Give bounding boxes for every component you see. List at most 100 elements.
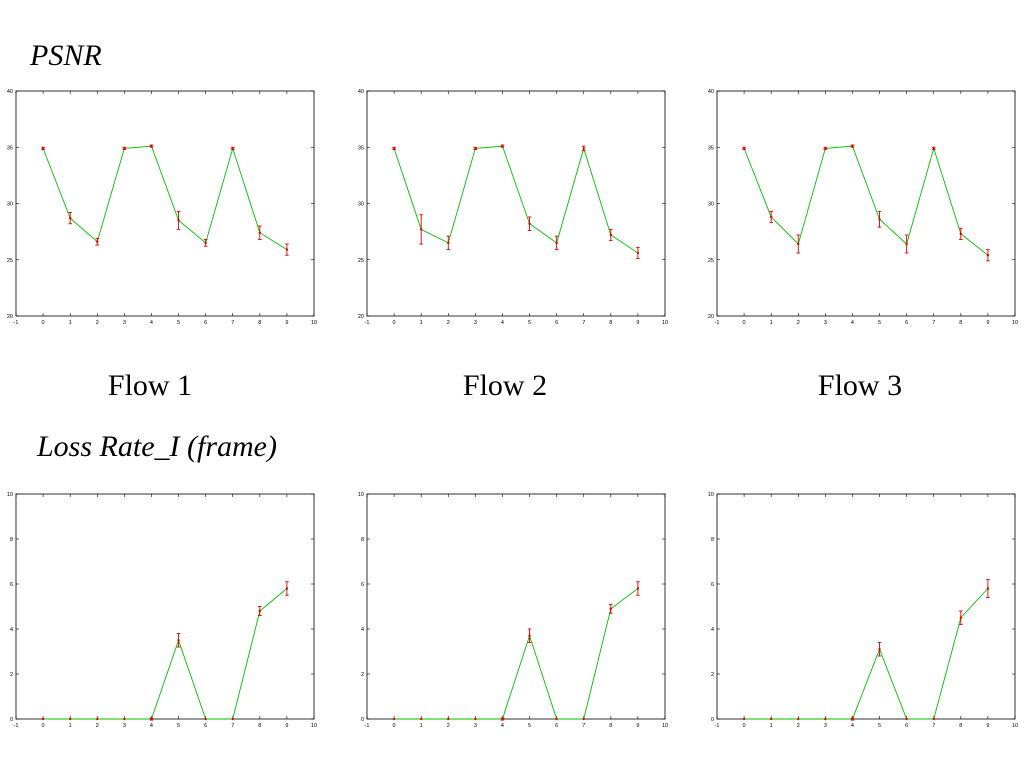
x-tick-label: 5: [177, 320, 180, 326]
data-point: [474, 717, 477, 721]
x-tick-label: 7: [582, 723, 585, 729]
y-tick-label: 35: [358, 145, 364, 151]
plot-frame: [366, 493, 666, 720]
data-point: [555, 241, 558, 245]
data-point: [959, 232, 963, 236]
x-tick-label: 3: [123, 723, 126, 729]
x-tick-label: 1: [420, 723, 423, 729]
series-line: [43, 588, 288, 720]
y-tick-label: 30: [7, 202, 13, 208]
data-point: [68, 717, 72, 721]
x-tick-label: 8: [959, 320, 962, 326]
x-tick-label: 0: [393, 320, 396, 326]
psnr-heading: PSNR: [30, 39, 102, 72]
x-tick-label: -1: [715, 320, 720, 326]
x-tick-label: 6: [555, 723, 558, 729]
data-point: [123, 717, 126, 721]
x-tick-label: 4: [851, 723, 854, 729]
data-point: [231, 147, 234, 150]
data-point: [932, 717, 935, 721]
y-tick-label: 2: [361, 672, 364, 678]
data-point: [905, 717, 908, 721]
data-point: [609, 233, 613, 237]
x-tick-label: 4: [150, 320, 153, 326]
y-tick-label: 40: [358, 89, 364, 95]
series-line: [393, 145, 639, 254]
data-point: [769, 215, 773, 219]
x-tick-label: 4: [851, 320, 854, 326]
x-tick-label: 6: [905, 320, 908, 326]
x-tick-label: 0: [42, 320, 45, 326]
x-tick-label: 2: [447, 723, 450, 729]
x-tick-label: 1: [420, 320, 423, 326]
y-tick-label: 6: [711, 582, 714, 588]
data-point: [501, 144, 504, 148]
data-point: [96, 717, 99, 721]
x-tick-label: 1: [770, 320, 773, 326]
y-tick-label: 2: [711, 672, 714, 678]
data-point: [851, 144, 854, 148]
data-point: [905, 242, 908, 246]
data-point: [582, 717, 585, 721]
x-tick-label: 6: [905, 723, 908, 729]
series-line: [394, 588, 639, 720]
x-tick-label: 9: [986, 723, 989, 729]
y-tick-label: 20: [358, 314, 364, 320]
y-tick-label: 20: [708, 314, 714, 320]
y-tick-label: 25: [7, 258, 13, 264]
data-point: [392, 717, 396, 721]
x-tick-label: 0: [42, 723, 45, 729]
data-point: [285, 587, 289, 590]
data-point: [419, 228, 423, 231]
x-tick-label: -1: [365, 320, 370, 326]
x-tick-label: 10: [662, 320, 668, 326]
y-tick-label: 25: [708, 258, 714, 264]
y-tick-label: 20: [7, 314, 13, 320]
data-point: [878, 218, 881, 221]
y-tick-label: 25: [358, 258, 364, 264]
x-tick-label: 10: [311, 723, 317, 729]
data-point: [742, 717, 746, 721]
x-tick-label: 8: [609, 723, 612, 729]
data-point: [959, 616, 963, 619]
y-tick-label: 4: [361, 627, 364, 633]
x-tick-label: 5: [177, 723, 180, 729]
data-point: [528, 222, 531, 225]
data-point: [392, 147, 396, 150]
data-point: [932, 147, 935, 150]
x-tick-label: 1: [770, 723, 773, 729]
x-tick-label: 4: [501, 723, 504, 729]
data-point: [447, 717, 450, 721]
y-tick-label: 8: [711, 537, 714, 543]
data-point: [609, 607, 613, 610]
flow-2-label: Flow 2: [462, 369, 548, 402]
x-tick-label: 3: [824, 723, 827, 729]
y-tick-label: 6: [361, 582, 364, 588]
data-point: [824, 147, 827, 150]
x-tick-label: 5: [878, 723, 881, 729]
plot-frame: [15, 493, 315, 720]
data-point: [474, 147, 477, 150]
x-tick-label: 2: [797, 723, 800, 729]
y-tick-label: 35: [7, 145, 13, 151]
loss-rate-heading: Loss Rate_I (frame): [37, 430, 277, 463]
y-tick-label: 10: [708, 492, 714, 498]
y-tick-label: 10: [358, 492, 364, 498]
x-tick-label: 2: [96, 320, 99, 326]
x-tick-label: 0: [743, 723, 746, 729]
data-point: [231, 717, 234, 721]
x-tick-label: 7: [231, 723, 234, 729]
x-tick-label: 7: [932, 723, 935, 729]
x-tick-label: 2: [797, 320, 800, 326]
x-tick-label: 4: [150, 723, 153, 729]
x-tick-label: 8: [959, 723, 962, 729]
y-tick-label: 8: [361, 537, 364, 543]
y-tick-label: 0: [361, 717, 364, 723]
x-tick-label: 1: [69, 723, 72, 729]
x-tick-label: 10: [662, 723, 668, 729]
data-point: [824, 717, 827, 721]
data-point: [204, 717, 207, 721]
data-point: [636, 251, 640, 255]
